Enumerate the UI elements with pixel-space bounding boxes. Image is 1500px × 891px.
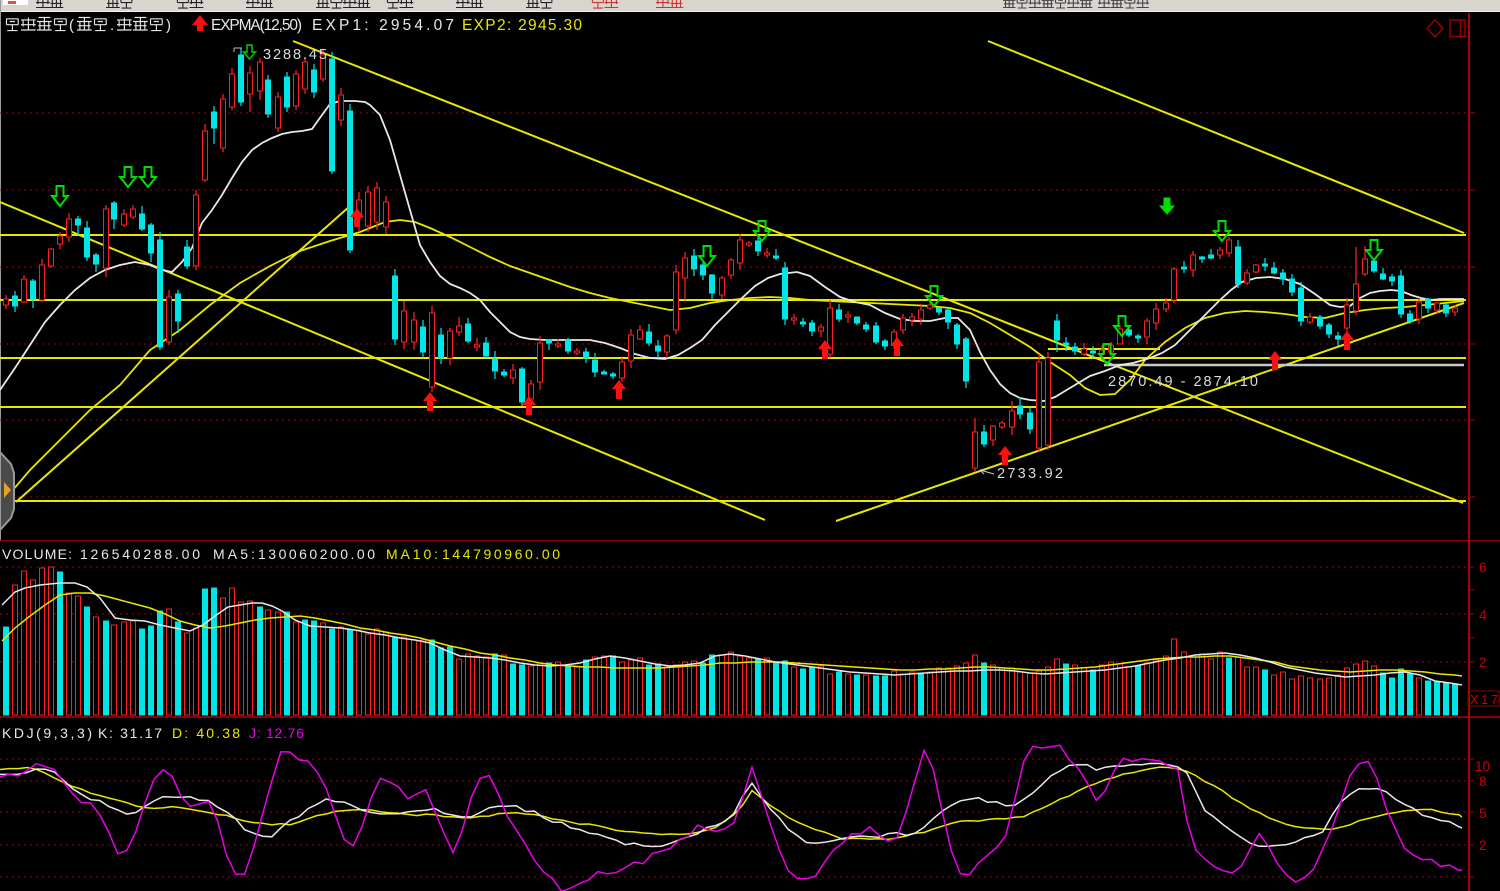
svg-text:VOLUME:: VOLUME: — [2, 546, 72, 562]
svg-text:EXPMA(12,50): EXPMA(12,50) — [211, 17, 302, 34]
svg-text:10: 10 — [1475, 759, 1490, 774]
svg-text:130060200.00: 130060200.00 — [258, 546, 375, 562]
svg-text:K: 31.17: K: 31.17 — [98, 725, 162, 741]
svg-text:(: ( — [69, 17, 74, 34]
svg-text:5: 5 — [1479, 806, 1487, 821]
svg-text:): ) — [166, 17, 171, 34]
svg-text:J: 12.76: J: 12.76 — [249, 725, 304, 741]
svg-text:MA5:: MA5: — [213, 546, 255, 562]
svg-text:2733.92: 2733.92 — [997, 466, 1063, 482]
svg-text:.: . — [110, 17, 114, 34]
svg-text:2: 2 — [1479, 838, 1487, 853]
svg-text:126540288.00: 126540288.00 — [80, 546, 200, 562]
svg-text:EXP2: 2945.30: EXP2: 2945.30 — [462, 17, 582, 34]
svg-text:6: 6 — [1479, 560, 1487, 575]
svg-text:8: 8 — [1479, 774, 1487, 789]
svg-text:144790960.00: 144790960.00 — [442, 546, 560, 562]
svg-text:X17: X17 — [1470, 693, 1498, 707]
svg-text:KDJ(9,3,3): KDJ(9,3,3) — [2, 725, 92, 741]
svg-text:2: 2 — [1479, 655, 1487, 670]
svg-text:MA10:: MA10: — [386, 546, 438, 562]
svg-text:EXP1: 2954.07: EXP1: 2954.07 — [312, 17, 454, 34]
svg-text:3288.45: 3288.45 — [263, 47, 327, 63]
svg-text:4: 4 — [1479, 608, 1487, 623]
svg-text:2870.49 - 2874.10: 2870.49 - 2874.10 — [1108, 374, 1258, 390]
